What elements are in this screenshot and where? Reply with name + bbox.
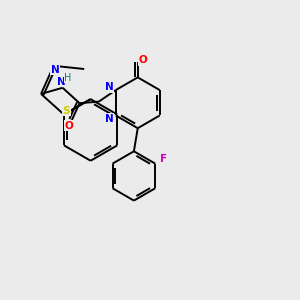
Text: O: O bbox=[139, 56, 148, 65]
Text: O: O bbox=[64, 121, 73, 130]
Text: N: N bbox=[105, 114, 114, 124]
Text: S: S bbox=[62, 106, 70, 116]
Text: H: H bbox=[64, 73, 72, 83]
Text: N: N bbox=[105, 82, 114, 92]
Text: F: F bbox=[160, 154, 167, 164]
Text: N: N bbox=[57, 76, 65, 87]
Text: N: N bbox=[51, 64, 59, 75]
